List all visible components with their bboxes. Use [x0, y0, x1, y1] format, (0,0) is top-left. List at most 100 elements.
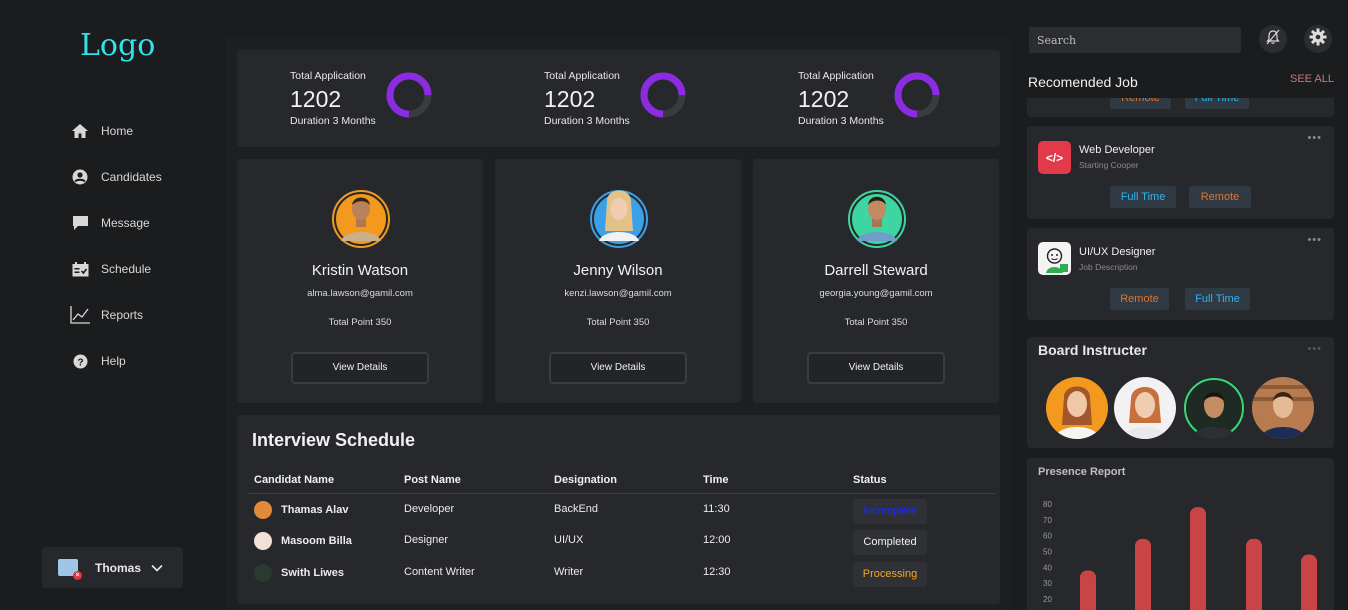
- candidate-name: Kristin Watson: [311, 262, 409, 279]
- job-tag[interactable]: Remote: [1189, 186, 1251, 208]
- stat-value: 1202: [290, 86, 342, 112]
- y-tick-label: 60: [1043, 532, 1052, 541]
- sidebar-item-help[interactable]: ? Help: [70, 338, 162, 384]
- job-tag[interactable]: Full Time: [1185, 288, 1250, 310]
- sidebar-item-schedule[interactable]: Schedule: [70, 246, 162, 292]
- candidate-card: Jenny Wilson kenzi.lawson@gamil.com Tota…: [495, 159, 741, 403]
- chart-line-icon: [70, 305, 90, 325]
- stat-card: Total Application 1202 Duration 3 Months: [798, 70, 998, 127]
- candidate-photo: [848, 190, 906, 248]
- instructor-avatar[interactable]: [1046, 377, 1108, 439]
- time-cell: 12:30: [703, 566, 731, 578]
- job-tag[interactable]: Full Time: [1185, 98, 1249, 109]
- sidebar-item-message[interactable]: Message: [70, 200, 162, 246]
- user-menu[interactable]: × Thomas: [42, 547, 183, 588]
- column-header: Designation: [554, 474, 617, 486]
- candidate-card: Kristin Watson alma.lawson@gamil.com Tot…: [237, 159, 483, 403]
- chart-bar: [1135, 538, 1151, 610]
- candidate-photo: [332, 190, 390, 248]
- stat-card: Total Application 1202 Duration 3 Months: [290, 70, 490, 127]
- settings-button[interactable]: [1304, 25, 1332, 53]
- section-title: Interview Schedule: [252, 430, 416, 450]
- chart-title: Presence Report: [1038, 466, 1126, 478]
- bar-chart: 80 70 60 50 40 30 20: [1043, 500, 1317, 610]
- svg-text:?: ?: [77, 357, 83, 368]
- job-card[interactable]: UI/UX Designer Job Description ••• Remot…: [1027, 228, 1334, 320]
- sidebar: Logo Home Candidates Message: [0, 0, 225, 610]
- candidate-name: Darrell Steward: [824, 262, 928, 279]
- stat-value: 1202: [544, 86, 596, 112]
- sidebar-item-home[interactable]: Home: [70, 108, 162, 154]
- candidate-name: Thamas Alav: [281, 504, 349, 516]
- candidate-email: alma.lawson@gamil.com: [307, 288, 413, 299]
- stat-duration: Duration 3 Months: [798, 115, 884, 127]
- see-all-link[interactable]: SEE ALL: [1290, 73, 1335, 85]
- job-card[interactable]: </> Web Developer Starting Cooper ••• Fu…: [1027, 126, 1334, 219]
- stat-duration: Duration 3 Months: [290, 115, 376, 127]
- progress-donut: [640, 72, 686, 118]
- stat-label: Total Application: [544, 70, 620, 82]
- stat-label: Total Application: [798, 70, 874, 82]
- job-subtitle: Job Description: [1079, 262, 1138, 272]
- table-row-name[interactable]: Thamas Alav: [248, 501, 348, 519]
- progress-donut: [386, 72, 432, 118]
- logo[interactable]: Logo: [80, 28, 156, 63]
- avatar: [254, 532, 272, 550]
- sidebar-item-candidates[interactable]: Candidates: [70, 154, 162, 200]
- y-tick-label: 50: [1043, 548, 1052, 557]
- search-input[interactable]: [1029, 27, 1241, 53]
- table-row-name[interactable]: Masoom Billa: [248, 532, 352, 550]
- avatar: [254, 501, 272, 519]
- section-title: Recomended Job: [1028, 74, 1138, 90]
- job-tag[interactable]: Remote: [1110, 288, 1169, 310]
- close-icon: ×: [73, 571, 82, 580]
- sidebar-item-label: Reports: [101, 308, 144, 322]
- status-badge[interactable]: Incomplete: [853, 499, 927, 524]
- table-row-name[interactable]: Swith Liwes: [248, 564, 344, 582]
- column-header: Time: [703, 474, 729, 486]
- time-cell: 11:30: [703, 503, 730, 515]
- column-header: Candidat Name: [254, 474, 335, 486]
- stat-value: 1202: [798, 86, 850, 112]
- instructor-avatar[interactable]: [1252, 377, 1314, 439]
- status-badge[interactable]: Processing: [853, 562, 927, 587]
- view-details-button[interactable]: View Details: [549, 352, 687, 384]
- more-options-icon[interactable]: •••: [1307, 132, 1322, 144]
- job-tag[interactable]: Full Time: [1110, 186, 1176, 208]
- designation-cell: BackEnd: [554, 503, 599, 515]
- candidate-email: kenzi.lawson@gamil.com: [564, 288, 672, 299]
- sidebar-item-label: Schedule: [101, 262, 152, 276]
- y-tick-label: 80: [1043, 500, 1052, 509]
- section-title: Board Instructer: [1038, 342, 1147, 358]
- home-icon: [70, 121, 90, 141]
- instructor-avatar[interactable]: [1114, 377, 1176, 439]
- avatar: [254, 564, 272, 582]
- progress-donut: [894, 72, 940, 118]
- sidebar-item-reports[interactable]: Reports: [70, 292, 162, 338]
- candidate-photo: [590, 190, 648, 248]
- job-tag[interactable]: Remote: [1110, 98, 1171, 109]
- calendar-icon: [70, 259, 90, 279]
- donut-progress: [640, 72, 686, 118]
- view-details-button[interactable]: View Details: [291, 352, 429, 384]
- sidebar-item-label: Help: [101, 354, 126, 368]
- job-subtitle: Starting Cooper: [1079, 160, 1139, 170]
- presence-report-chart: Presence Report 80 70 60 50 40 30 20: [1027, 458, 1334, 610]
- view-details-button[interactable]: View Details: [807, 352, 945, 384]
- job-card: Remote Full Time: [1027, 98, 1334, 117]
- notification-button[interactable]: [1259, 25, 1287, 53]
- more-options-icon[interactable]: •••: [1307, 234, 1322, 246]
- main-content: Total Application 1202 Duration 3 Months…: [226, 38, 1011, 610]
- candidate-name: Swith Liwes: [281, 567, 344, 579]
- job-title: UI/UX Designer: [1079, 246, 1156, 258]
- instructor-avatar[interactable]: [1183, 377, 1245, 439]
- status-badge[interactable]: Completed: [853, 530, 927, 555]
- stats-panel: Total Application 1202 Duration 3 Months…: [237, 50, 1000, 147]
- chart-bar: [1190, 507, 1206, 610]
- more-options-icon[interactable]: •••: [1307, 343, 1322, 355]
- y-tick-label: 40: [1043, 563, 1052, 572]
- designation-cell: UI/UX: [554, 534, 584, 546]
- bell-off-icon: [1265, 29, 1281, 50]
- candidate-points: Total Point 350: [586, 317, 650, 328]
